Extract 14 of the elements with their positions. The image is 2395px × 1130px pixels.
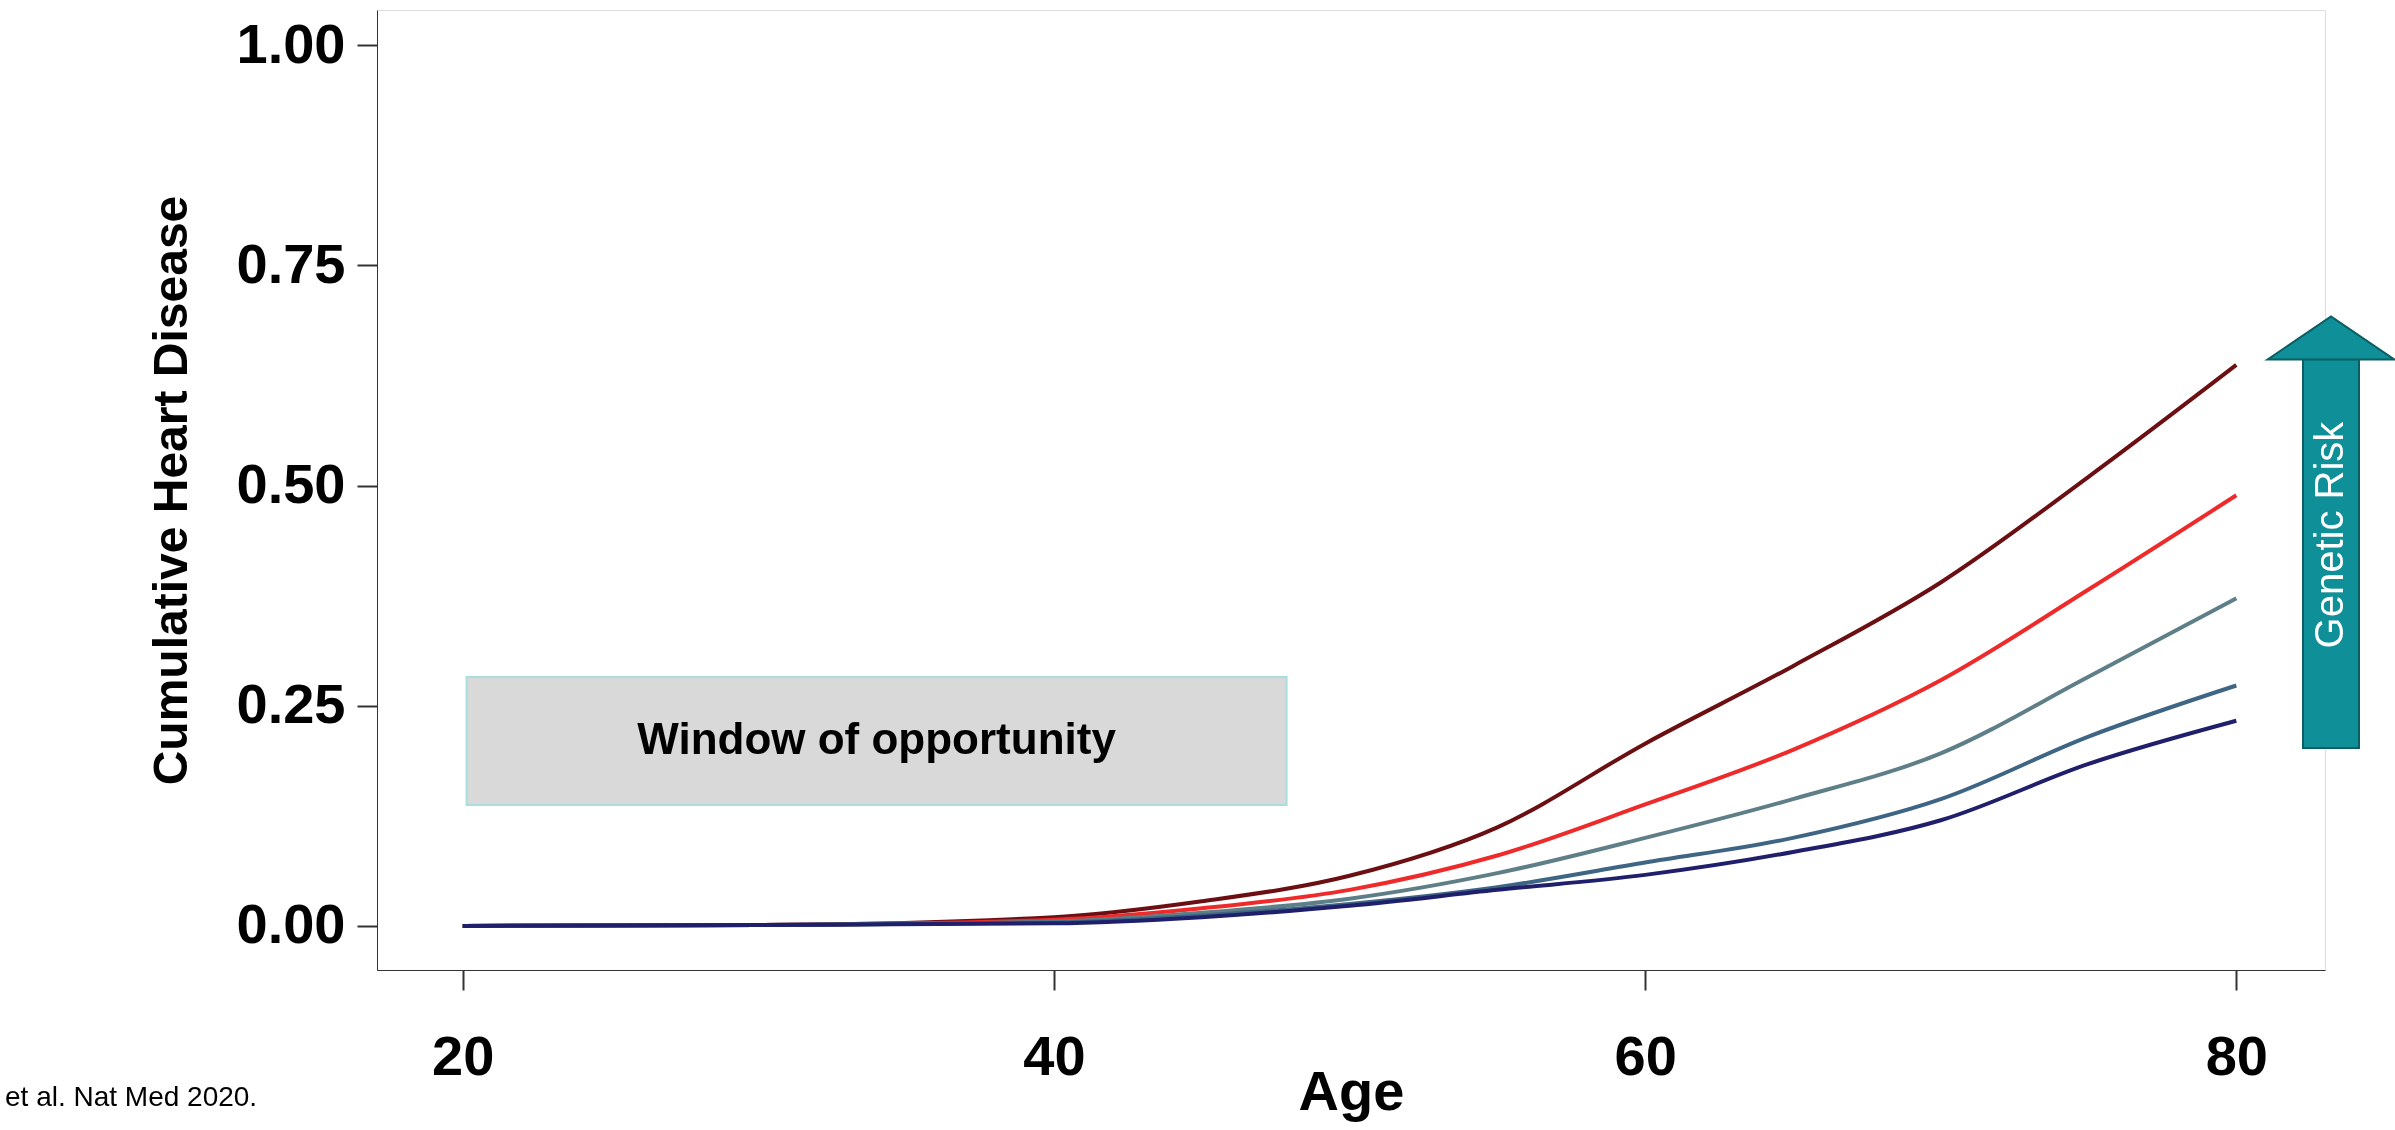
x-tick-label: 20: [432, 1023, 495, 1087]
x-axis-title: Age: [1298, 1058, 1405, 1122]
x-tick-label: 60: [1614, 1023, 1677, 1087]
y-tick-label: 0.25: [236, 672, 346, 736]
annotation: Genetic Risk: [2307, 420, 2351, 649]
y-tick-label: 0.00: [236, 892, 346, 956]
x-tick-label: 40: [1023, 1023, 1086, 1087]
text: et al. Nat Med 2020.: [5, 1081, 258, 1112]
annotation: Window of opportunity: [637, 714, 1117, 764]
x-tick-label: 80: [2205, 1023, 2268, 1087]
y-tick-label: 0.75: [236, 231, 346, 295]
y-axis-title: Cumulative Heart Disease: [143, 195, 197, 786]
y-tick-label: 1.00: [236, 11, 346, 75]
y-tick-label: 0.50: [236, 452, 346, 516]
